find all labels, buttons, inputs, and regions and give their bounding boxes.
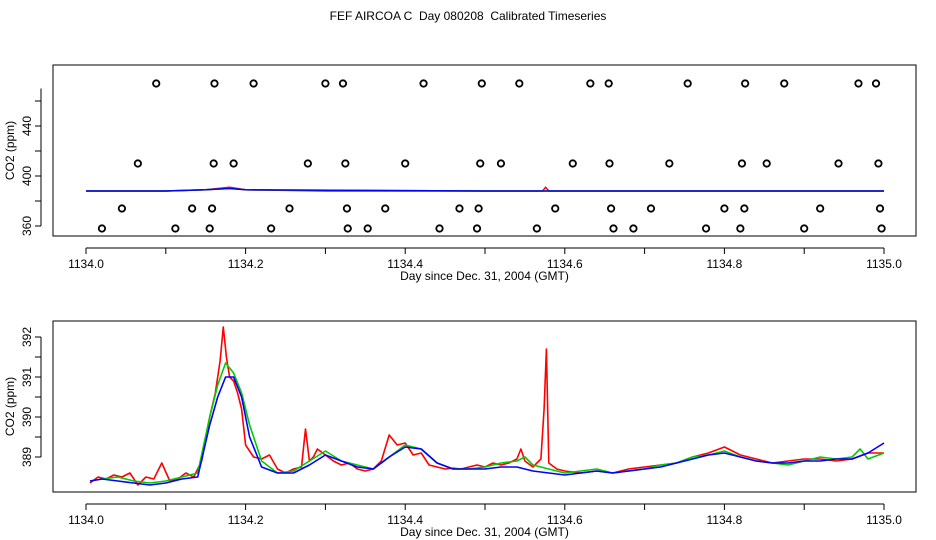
data-point <box>780 79 789 88</box>
y-tick-label: 391 <box>20 367 34 387</box>
data-point <box>363 224 372 233</box>
data-point <box>568 159 577 168</box>
data-point <box>117 204 127 213</box>
data-point <box>515 79 524 88</box>
data-point <box>381 204 390 213</box>
data-point <box>605 159 614 168</box>
data-point <box>604 79 613 88</box>
y-tick-label: 400 <box>20 166 34 186</box>
data-point <box>609 224 618 233</box>
data-point <box>800 224 809 233</box>
data-point <box>342 204 352 213</box>
data-point <box>476 159 485 168</box>
data-point <box>477 79 486 88</box>
data-point <box>854 79 863 88</box>
series-line <box>89 362 885 484</box>
data-point <box>532 224 541 233</box>
x-tick-label: 1134.2 <box>228 513 264 527</box>
data-point <box>209 159 218 168</box>
data-point <box>629 224 638 233</box>
data-point <box>665 159 674 168</box>
data-point <box>586 79 595 88</box>
data-point <box>419 79 428 88</box>
data-point <box>816 204 825 213</box>
x-axis-label: Day since Dec. 31, 2004 (GMT) <box>400 525 569 539</box>
x-tick-label: 1134.4 <box>387 257 423 271</box>
data-point <box>646 204 656 213</box>
data-point <box>877 224 886 233</box>
y-tick-label: 389 <box>20 447 34 467</box>
data-point <box>133 159 142 168</box>
data-point <box>152 79 161 88</box>
y-tick-label: 360 <box>20 216 34 236</box>
x-tick-label: 1134.8 <box>706 513 742 527</box>
x-tick-label: 1134.0 <box>68 513 104 527</box>
data-point <box>683 79 692 88</box>
top-panel: 1134.0 1134.2 1134.4 1134.6 1134.8 1135.0 Day … <box>3 64 917 283</box>
data-point <box>321 79 330 88</box>
data-point <box>740 204 749 213</box>
plot-frame <box>52 64 917 237</box>
x-tick-label: 1134.6 <box>547 513 583 527</box>
data-point <box>229 159 238 168</box>
data-point <box>341 159 350 168</box>
data-point <box>210 79 219 88</box>
x-tick-label: 1135.0 <box>866 513 902 527</box>
y-axis-label: CO2 (ppm) <box>3 121 17 180</box>
data-point <box>606 204 616 213</box>
data-point <box>874 159 883 168</box>
plot-frame <box>52 320 917 493</box>
data-point <box>267 224 276 233</box>
x-axis-label: Day since Dec. 31, 2004 (GMT) <box>400 269 569 283</box>
x-tick-label: 1134.4 <box>387 513 423 527</box>
y-tick-label: 390 <box>20 407 34 427</box>
data-point <box>834 159 843 168</box>
data-point <box>285 204 294 213</box>
data-point <box>762 159 771 168</box>
data-point <box>737 159 747 168</box>
x-tick-label: 1134.6 <box>547 257 583 271</box>
data-point <box>343 224 352 233</box>
x-tick-label: 1135.0 <box>866 257 902 271</box>
data-point <box>496 159 506 168</box>
series-line <box>89 376 885 486</box>
data-point <box>435 224 444 233</box>
data-point <box>303 159 312 168</box>
y-axis-label: CO2 (ppm) <box>3 377 17 436</box>
y-tick-label: 392 <box>20 327 34 347</box>
bottom-panel: 1134.0 1134.2 1134.4 1134.6 1134.8 1135.0 Day … <box>3 320 917 539</box>
data-point <box>871 79 881 88</box>
y-tick-label: 440 <box>20 116 34 136</box>
x-tick-label: 1134.2 <box>228 257 264 271</box>
x-tick-label: 1134.0 <box>68 257 104 271</box>
series-line <box>86 187 884 192</box>
data-point <box>188 204 197 213</box>
figure-title: FEF AIRCOA C Day 080208 Calibrated Times… <box>329 9 607 23</box>
x-tick-label: 1134.8 <box>706 257 742 271</box>
data-point <box>249 79 258 88</box>
data-point <box>472 224 482 233</box>
data-point <box>97 224 107 233</box>
data-point <box>720 204 729 213</box>
data-point <box>205 224 214 233</box>
data-point <box>455 204 464 213</box>
data-point <box>401 159 410 168</box>
data-point <box>701 224 711 233</box>
data-point <box>736 224 745 233</box>
data-point <box>207 204 217 213</box>
data-point <box>171 224 180 233</box>
data-point <box>338 79 348 88</box>
data-point <box>875 204 885 213</box>
data-point <box>474 204 483 213</box>
data-point <box>741 79 750 88</box>
data-point <box>551 204 560 213</box>
